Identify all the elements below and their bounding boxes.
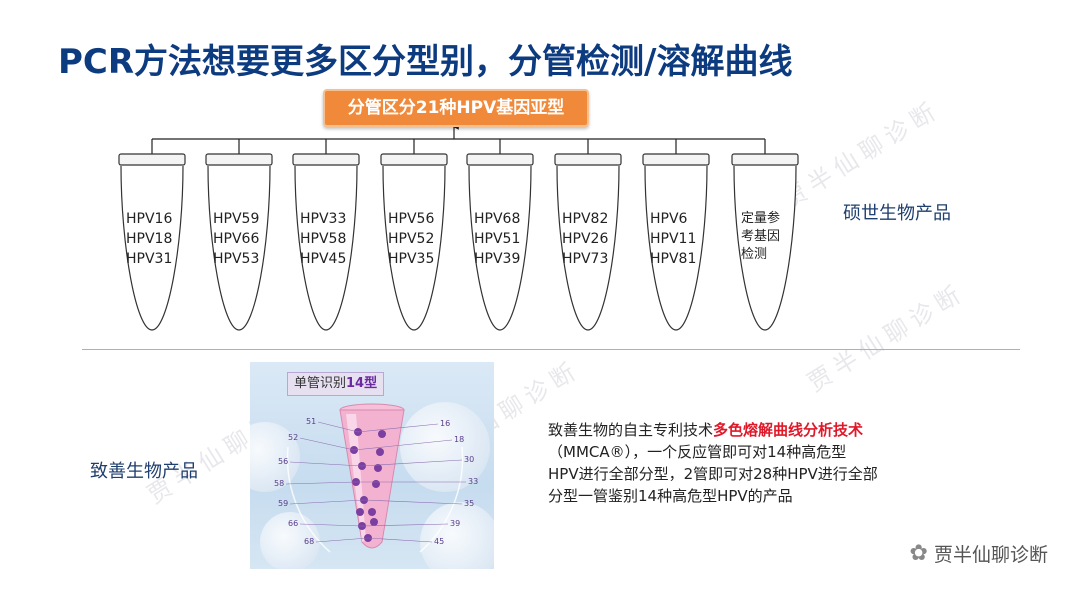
tube-label: HPV82 HPV26 HPV73 [562, 211, 609, 267]
probe-dot [370, 518, 378, 526]
shuoshi-product-label: 硕世生物产品 [843, 203, 951, 224]
tube-body [382, 165, 446, 331]
tube-label: HPV16 HPV18 HPV31 [126, 211, 173, 267]
leader-line [361, 459, 463, 467]
probe-dot [378, 430, 386, 438]
tube-label: HPV33 HPV58 HPV45 [300, 211, 347, 267]
tube-body [733, 165, 797, 331]
probe-number: 18 [454, 435, 465, 444]
tube-cap [205, 153, 273, 166]
tube-label: HPV68 HPV51 HPV39 [474, 211, 521, 267]
tube-cap [731, 153, 799, 166]
probe-number: 59 [278, 499, 289, 508]
leader-line [289, 461, 363, 467]
section-divider [82, 349, 1020, 350]
tube-cap [380, 153, 448, 166]
page-title: PCR方法想要更多区分型别，分管检测/溶解曲线 [58, 42, 793, 82]
single-tube-tag: 单管识别14型 [287, 372, 385, 396]
tube-body [207, 165, 271, 331]
tube-body [644, 165, 708, 331]
leader-line [353, 439, 453, 451]
probe-number: 58 [274, 479, 285, 488]
wechat-watermark: ✿ 贾半仙聊诊断 [909, 541, 1048, 566]
tube-label: HPV56 HPV52 HPV35 [388, 211, 435, 267]
tube-cap [554, 153, 622, 166]
leader-line [361, 523, 449, 527]
probe-dot [374, 464, 382, 472]
probe-number: 52 [288, 433, 299, 442]
tube-diagram [118, 120, 799, 331]
tube-label: HPV59 HPV66 HPV53 [213, 211, 260, 267]
tube-body [556, 165, 620, 331]
probe-dot [372, 480, 380, 488]
subtype-header-box: 分管区分21种HPV基因亚型 [323, 89, 589, 127]
leader-line [367, 537, 433, 543]
tube-label: HPV6 HPV11 HPV81 [650, 211, 697, 267]
leader-line [299, 437, 355, 451]
tube-body [120, 165, 184, 331]
mmca-tube-illustration: 单管识别14型 51 52 56 58 59 66 68 16 18 30 33 35 39 45 [250, 362, 494, 569]
tube-body [468, 165, 532, 331]
probe-leaders [285, 421, 466, 543]
tube-body [294, 165, 358, 331]
probe-dot [368, 508, 376, 516]
probe-number: 30 [464, 455, 475, 464]
zhishan-product-label: 致善生物产品 [90, 461, 198, 482]
tube-cap [642, 153, 710, 166]
tube-label: 定量参 考基因 检测 [741, 211, 781, 262]
probe-dot [356, 508, 364, 516]
probe-number: 66 [288, 519, 299, 528]
leader-line [289, 499, 365, 505]
tube-cap [466, 153, 534, 166]
wechat-icon: ✿ [909, 541, 928, 566]
leader-line [317, 421, 359, 433]
leader-line [299, 523, 363, 527]
probe-number: 35 [464, 499, 475, 508]
probe-number: 39 [450, 519, 461, 528]
leader-line [357, 423, 439, 433]
probe-number: 51 [306, 417, 317, 426]
probe-number: 56 [278, 457, 289, 466]
probe-number: 33 [468, 477, 479, 486]
probe-number: 45 [434, 537, 445, 546]
probe-number: 16 [440, 419, 451, 428]
probe-dot [376, 448, 384, 456]
mmca-description: 致善生物的自主专利技术多色熔解曲线分析技术 （MMCA®），一个反应管即可对14… [548, 421, 878, 505]
leader-line [363, 499, 463, 505]
leader-line [285, 481, 357, 485]
probe-number: 68 [304, 537, 315, 546]
tube-cap [292, 153, 360, 166]
leader-line [315, 537, 369, 543]
tube-cap [118, 153, 186, 166]
